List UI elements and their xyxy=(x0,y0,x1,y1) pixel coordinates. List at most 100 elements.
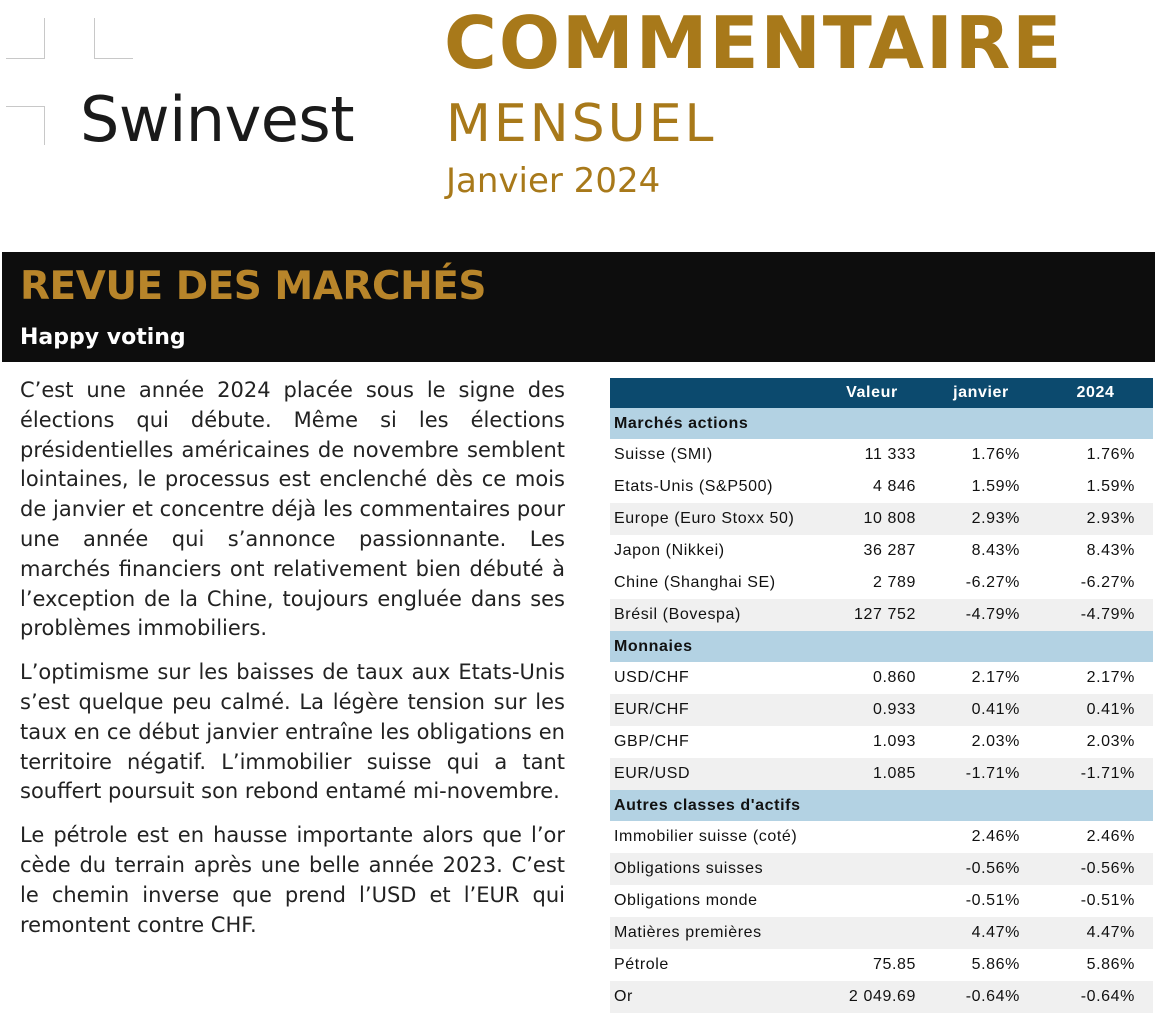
logo-corner-mark xyxy=(94,18,133,59)
table-row: Or 2 049.69 -0.64% -0.64% xyxy=(610,981,1153,1013)
table-row: Brésil (Bovespa) 127 752 -4.79% -4.79% xyxy=(610,599,1153,631)
ytd-performance: -1.71% xyxy=(1038,758,1153,790)
table-row: Immobilier suisse (coté) 2.46% 2.46% xyxy=(610,821,1153,853)
ytd-performance: -0.51% xyxy=(1080,892,1135,909)
asset-name: USD/CHF xyxy=(614,669,690,686)
column-header: 2024 xyxy=(1038,378,1153,408)
ytd-performance: 8.43% xyxy=(1086,542,1135,559)
ytd-performance: 2.46% xyxy=(1086,828,1135,845)
ytd-performance: -6.27% xyxy=(1080,574,1135,591)
asset-value: 2 789 xyxy=(872,574,916,591)
commentary-text: C’est une année 2024 placée sous le sign… xyxy=(20,376,565,954)
logo: Swinvest xyxy=(0,0,420,200)
asset-name: Or xyxy=(610,981,820,1013)
month-performance: 2.17% xyxy=(971,669,1020,686)
month-performance: 4.47% xyxy=(924,917,1038,949)
ytd-performance: -0.64% xyxy=(1038,981,1153,1013)
month-performance: 5.86% xyxy=(971,956,1020,973)
month-performance: -0.56% xyxy=(924,853,1038,885)
table-row: EUR/USD 1.085 -1.71% -1.71% xyxy=(610,758,1153,790)
asset-name: EUR/CHF xyxy=(610,694,820,726)
section-label: Monnaies xyxy=(610,631,1153,662)
month-performance: -0.51% xyxy=(965,892,1020,909)
asset-value: 0.933 xyxy=(820,694,924,726)
ytd-performance: -0.56% xyxy=(1038,853,1153,885)
section-title: REVUE DES MARCHÉS xyxy=(20,264,486,309)
table-section-row: Autres classes d'actifs xyxy=(610,790,1153,821)
column-header: janvier xyxy=(924,378,1038,408)
ytd-performance: 5.86% xyxy=(1086,956,1135,973)
ytd-performance: 1.76% xyxy=(1086,446,1135,463)
table-header-row: Valeur janvier 2024 xyxy=(610,378,1153,408)
column-header: Valeur xyxy=(820,378,924,408)
month-performance: 8.43% xyxy=(971,542,1020,559)
paragraph: L’optimisme sur les baisses de taux aux … xyxy=(20,660,565,804)
logo-corner-mark xyxy=(6,18,45,59)
table-row: Etats-Unis (S&P500) 4 846 1.59% 1.59% xyxy=(610,471,1153,503)
table-section-row: Marchés actions xyxy=(610,408,1153,439)
ytd-performance: 2.93% xyxy=(1038,503,1153,535)
market-table: Valeur janvier 2024 Marchés actions Suis… xyxy=(610,378,1153,1013)
asset-value: 0.860 xyxy=(872,669,916,686)
table-row: Obligations suisses -0.56% -0.56% xyxy=(610,853,1153,885)
asset-name: Obligations suisses xyxy=(610,853,820,885)
asset-value: 36 287 xyxy=(863,542,916,559)
asset-name: Europe (Euro Stoxx 50) xyxy=(610,503,820,535)
report-subtitle: MENSUEL xyxy=(446,94,717,154)
table-row: Chine (Shanghai SE) 2 789 -6.27% -6.27% xyxy=(610,567,1153,599)
asset-value: 10 808 xyxy=(820,503,924,535)
asset-name: Brésil (Bovespa) xyxy=(610,599,820,631)
asset-name: GBP/CHF xyxy=(614,733,690,750)
asset-value xyxy=(820,917,924,949)
report-title: COMMENTAIRE xyxy=(444,1,1064,85)
table-row: USD/CHF 0.860 2.17% 2.17% xyxy=(610,662,1153,694)
asset-name: Suisse (SMI) xyxy=(614,446,713,463)
month-performance: 2.03% xyxy=(971,733,1020,750)
month-performance: 2.93% xyxy=(924,503,1038,535)
asset-name: Obligations monde xyxy=(614,892,758,909)
month-performance: -4.79% xyxy=(924,599,1038,631)
table-row: Europe (Euro Stoxx 50) 10 808 2.93% 2.93… xyxy=(610,503,1153,535)
asset-name: EUR/USD xyxy=(610,758,820,790)
asset-name: Etats-Unis (S&P500) xyxy=(614,478,774,495)
asset-value: 4 846 xyxy=(872,478,916,495)
asset-value xyxy=(820,853,924,885)
month-performance: 2.46% xyxy=(971,828,1020,845)
asset-value xyxy=(820,821,924,853)
table-row: Suisse (SMI) 11 333 1.76% 1.76% xyxy=(610,439,1153,471)
month-performance: -0.64% xyxy=(924,981,1038,1013)
month-performance: 0.41% xyxy=(924,694,1038,726)
month-performance: 1.59% xyxy=(971,478,1020,495)
section-label: Marchés actions xyxy=(610,408,1153,439)
table-section-row: Monnaies xyxy=(610,631,1153,662)
paragraph: C’est une année 2024 placée sous le sign… xyxy=(20,378,565,641)
ytd-performance: -4.79% xyxy=(1038,599,1153,631)
ytd-performance: 0.41% xyxy=(1038,694,1153,726)
asset-value: 127 752 xyxy=(820,599,924,631)
asset-value: 11 333 xyxy=(864,446,916,463)
month-performance: -6.27% xyxy=(965,574,1020,591)
paragraph: Le pétrole est en hausse importante alor… xyxy=(20,823,565,937)
table-row: Pétrole 75.85 5.86% 5.86% xyxy=(610,949,1153,981)
logo-text: Swinvest xyxy=(80,83,355,156)
asset-value: 75.85 xyxy=(872,956,916,973)
asset-value: 1.093 xyxy=(872,733,916,750)
report-period: Janvier 2024 xyxy=(446,161,661,201)
asset-name: Japon (Nikkei) xyxy=(614,542,725,559)
month-performance: -1.71% xyxy=(924,758,1038,790)
table-row: GBP/CHF 1.093 2.03% 2.03% xyxy=(610,726,1153,758)
asset-name: Pétrole xyxy=(614,956,669,973)
asset-name: Matières premières xyxy=(610,917,820,949)
table-row: EUR/CHF 0.933 0.41% 0.41% xyxy=(610,694,1153,726)
month-performance: 1.76% xyxy=(971,446,1020,463)
column-header xyxy=(610,378,820,408)
asset-value: 1.085 xyxy=(820,758,924,790)
asset-value: 2 049.69 xyxy=(820,981,924,1013)
section-banner: REVUE DES MARCHÉS Happy voting xyxy=(2,252,1155,362)
ytd-performance: 1.59% xyxy=(1086,478,1135,495)
table-row: Japon (Nikkei) 36 287 8.43% 8.43% xyxy=(610,535,1153,567)
ytd-performance: 4.47% xyxy=(1038,917,1153,949)
table-row: Matières premières 4.47% 4.47% xyxy=(610,917,1153,949)
asset-name: Immobilier suisse (coté) xyxy=(614,828,798,845)
asset-name: Chine (Shanghai SE) xyxy=(614,574,776,591)
